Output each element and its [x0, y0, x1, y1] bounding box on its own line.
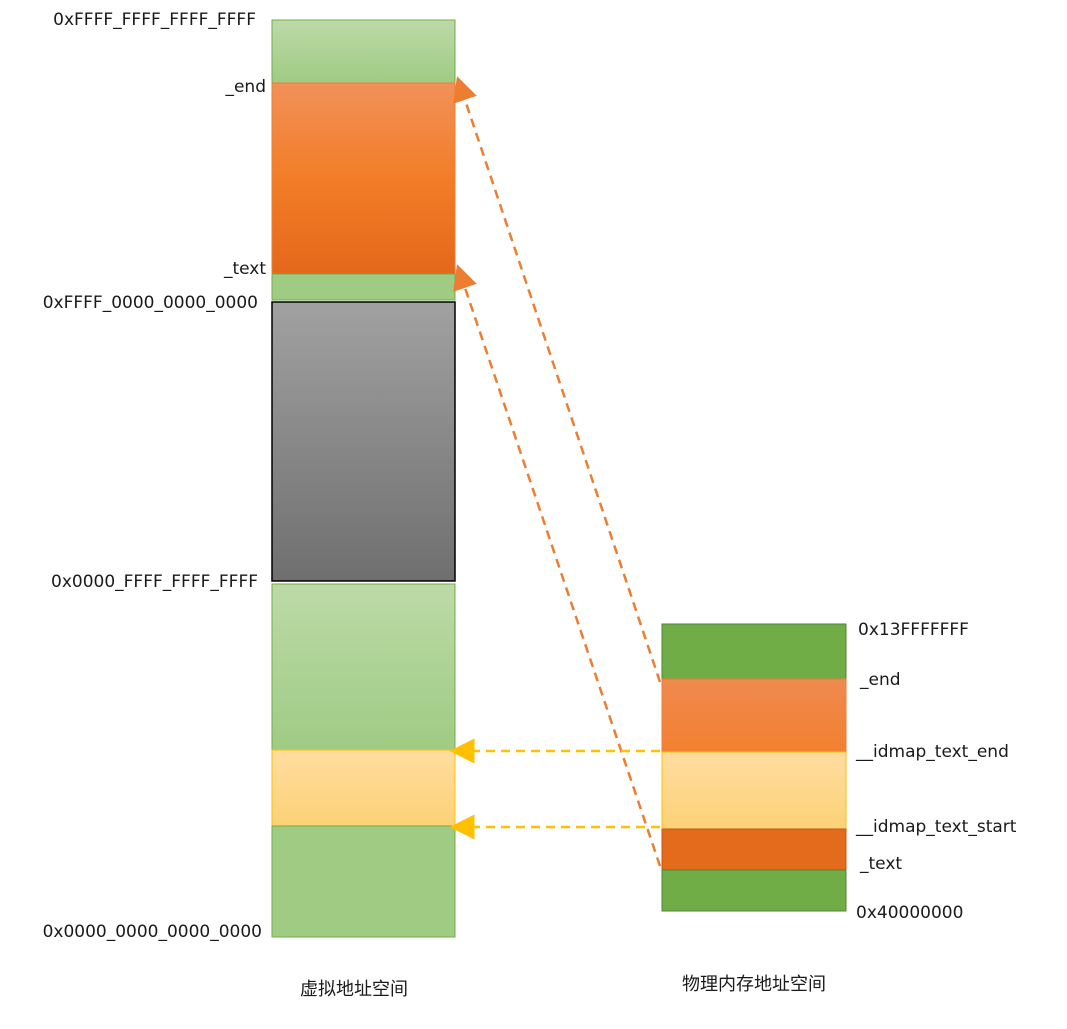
- virtual-kernel-top-region: [271, 19, 456, 84]
- virtual-space-caption: 虚拟地址空间: [300, 979, 408, 1000]
- text-mapping-arrow: [453, 264, 662, 867]
- physical-address-column: [661, 623, 847, 912]
- virtual-kernel-base-label: 0xFFFF_0000_0000_0000: [43, 293, 258, 313]
- virtual-text-label: _text: [223, 259, 266, 279]
- physical-end-label: _end: [859, 670, 901, 690]
- virtual-address-column: [271, 19, 456, 938]
- physical-top-address-label: 0x13FFFFFFF: [858, 620, 969, 640]
- virtual-kernel-bottom-region: [271, 273, 456, 301]
- virtual-hole-region: [271, 301, 456, 582]
- physical-text-label: _text: [859, 854, 902, 874]
- virtual-top-address-label: 0xFFFF_FFFF_FFFF_FFFF: [53, 10, 256, 30]
- physical-idmap-end-label: __idmap_text_end: [855, 742, 1009, 762]
- virtual-end-label: _end: [224, 77, 266, 97]
- end-mapping-arrow: [453, 76, 662, 683]
- physical-bottom-region: [661, 869, 847, 912]
- virtual-idmap-region: [271, 749, 456, 827]
- mapping-arrows: [449, 76, 662, 867]
- virtual-user-top-region: [271, 583, 456, 751]
- virtual-user-top-label: 0x0000_FFFF_FFFF_FFFF: [51, 572, 258, 592]
- physical-bottom-address-label: 0x40000000: [856, 903, 963, 923]
- virtual-user-bottom-region: [271, 825, 456, 938]
- virtual-kernel-image-region: [271, 82, 456, 275]
- physical-kernel-upper-region: [661, 678, 847, 753]
- physical-idmap-start-label: __idmap_text_start: [855, 817, 1017, 837]
- physical-top-region: [661, 623, 847, 680]
- physical-kernel-lower-region: [661, 828, 847, 871]
- virtual-bottom-address-label: 0x0000_0000_0000_0000: [43, 922, 262, 942]
- physical-idmap-region: [661, 751, 847, 830]
- physical-space-caption: 物理内存地址空间: [682, 974, 826, 995]
